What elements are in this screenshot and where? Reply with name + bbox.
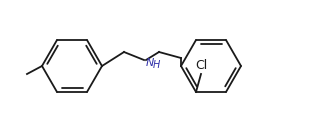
Text: H: H xyxy=(153,60,160,70)
Text: N: N xyxy=(146,58,154,68)
Text: Cl: Cl xyxy=(195,59,207,72)
